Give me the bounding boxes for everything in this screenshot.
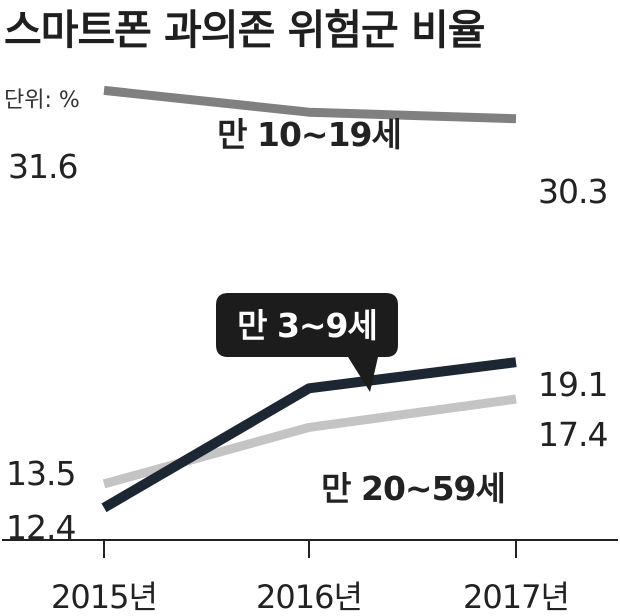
series-label-20-59: 만 20~59세 [321, 469, 505, 508]
label-10-19-2015: 31.6 [8, 147, 77, 186]
chart-title: 스마트폰 과의존 위험군 비율 [4, 6, 485, 54]
callout-3-9: 만 3~9세 [216, 293, 398, 392]
label-20-59-2017: 17.4 [538, 415, 607, 454]
x-tick-label-2017: 2017년 [463, 578, 569, 616]
unit-label: 단위: % [4, 88, 80, 113]
series-label-3-9: 만 3~9세 [237, 306, 377, 345]
label-10-19-2017: 30.3 [538, 172, 607, 211]
series-line-10-19 [103, 85, 517, 124]
series-layer [101, 85, 517, 513]
label-20-59-2015: 13.5 [6, 454, 75, 493]
series-label-10-19: 만 10~19세 [217, 115, 401, 154]
callout-bubble [216, 293, 398, 392]
series-line-3-9 [101, 357, 517, 513]
label-3-9-2017: 19.1 [538, 365, 607, 404]
x-tick-label-2016: 2016년 [256, 578, 362, 616]
x-tick-label-2015: 2015년 [51, 578, 157, 616]
label-3-9-2015: 12.4 [6, 508, 75, 547]
